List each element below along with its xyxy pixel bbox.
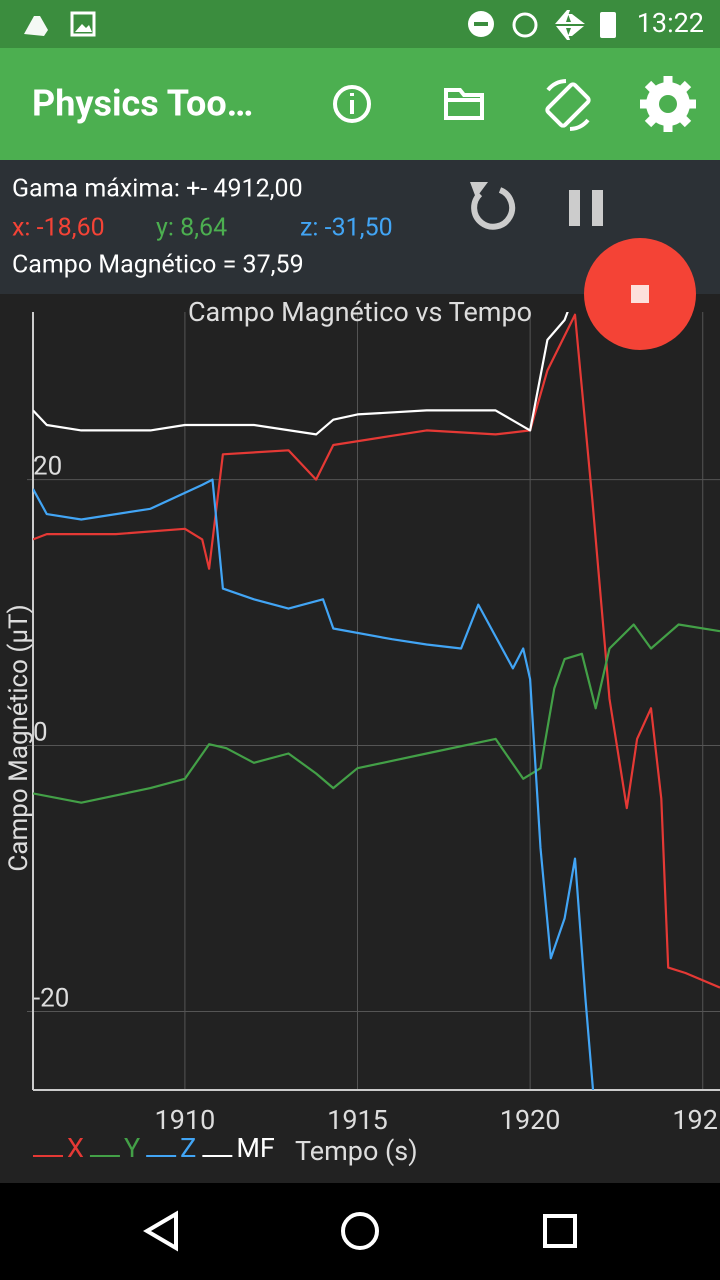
x-tick-label: 1910 <box>155 1104 216 1136</box>
app-bar <box>0 48 720 160</box>
info-button[interactable] <box>333 85 371 123</box>
legend-label: Y <box>124 1132 140 1164</box>
x-reading: x: -18,60 <box>12 214 105 243</box>
y-reading: y: 8,64 <box>156 214 227 243</box>
y-tick-label: 20 <box>33 451 62 481</box>
chart-area <box>0 294 720 1183</box>
stop-icon <box>631 285 649 303</box>
plot-area <box>33 312 720 1090</box>
x-tick-label: 1920 <box>500 1104 561 1136</box>
z-reading: z: -31,50 <box>300 214 393 243</box>
chart-title: Campo Magnético vs Tempo <box>188 296 532 328</box>
series-line <box>33 313 720 989</box>
x-axis-label: Tempo (s) <box>295 1135 418 1167</box>
pause-button[interactable] <box>569 190 603 226</box>
range-text: Gama máxima: +- 4912,00 <box>12 175 303 204</box>
home-button[interactable] <box>341 1212 379 1250</box>
folder-button[interactable] <box>444 88 484 120</box>
chart: 1910 1915 1920 1925 20 0 -20 X Y Z MF Tempo (s) <box>27 312 720 1167</box>
app-title: Physics Too… <box>32 83 253 125</box>
field-reading: Campo Magnético = 37,59 <box>12 251 304 280</box>
series-line <box>33 623 720 804</box>
reset-arrow <box>470 182 488 198</box>
y-axis-label: Campo Magnético (µT) <box>4 604 34 871</box>
reset-button[interactable] <box>471 187 516 230</box>
y-tick-label: 0 <box>33 717 48 747</box>
status-time: 13:22 <box>637 7 704 39</box>
nav-bar <box>0 1183 720 1280</box>
status-icons <box>24 10 616 40</box>
legend-label: X <box>67 1132 84 1164</box>
legend-label: Z <box>180 1132 196 1164</box>
settings-button[interactable] <box>640 76 696 132</box>
x-tick-label: 1915 <box>327 1104 388 1136</box>
y-tick-label: -20 <box>33 983 69 1013</box>
series-line <box>33 478 595 1090</box>
x-tick-label: 1925 <box>672 1104 720 1136</box>
series-line <box>33 312 569 436</box>
legend-label: MF <box>236 1132 275 1164</box>
recents-button[interactable] <box>543 1214 577 1248</box>
rotate-button[interactable] <box>545 79 591 131</box>
back-button[interactable] <box>143 1210 178 1252</box>
